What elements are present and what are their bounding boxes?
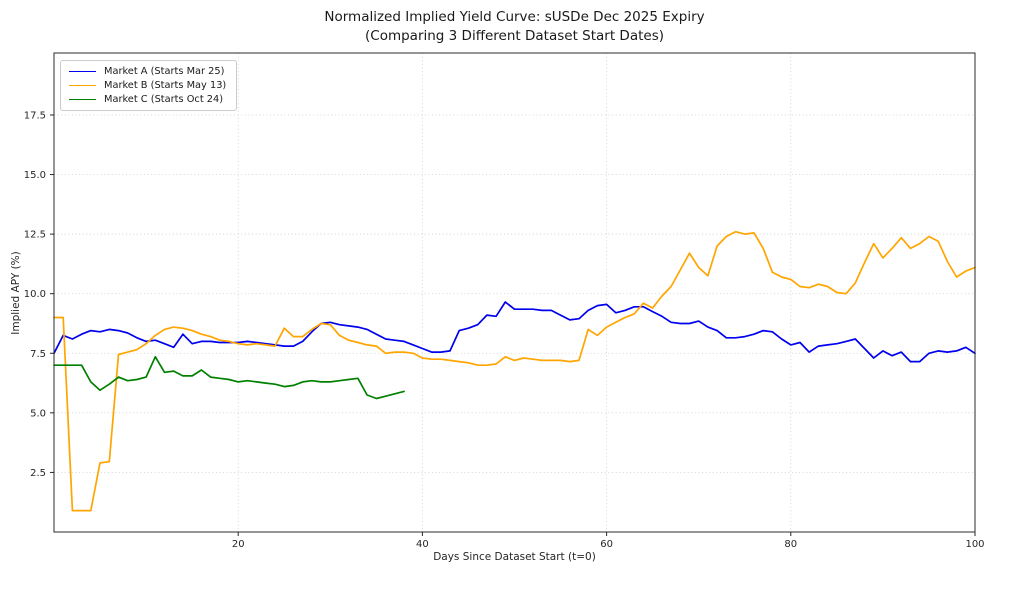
series-line-c [53, 355, 405, 400]
chart-title-line1: Normalized Implied Yield Curve: sUSDe De… [324, 9, 705, 25]
x-axis-label: Days Since Dataset Start (t=0) [433, 551, 596, 563]
tick-layer [50, 114, 976, 536]
legend-label-1: Market B (Starts May 13) [104, 80, 227, 91]
series-layer [53, 230, 976, 512]
tick-label-x-80: 80 [784, 539, 797, 550]
tick-label-y-5: 5.0 [30, 408, 46, 419]
legend-item-2: Market C (Starts Oct 24) [69, 94, 226, 105]
tick-label-y-17.5: 17.5 [24, 110, 46, 121]
legend-line-sample-0 [69, 71, 96, 72]
legend-label-2: Market C (Starts Oct 24) [104, 94, 224, 105]
legend: Market A (Starts Mar 25) Market B (Starts… [60, 60, 238, 111]
plot-border [53, 52, 976, 533]
tick-label-y-10: 10.0 [24, 289, 46, 300]
legend-label-0: Market A (Starts Mar 25) [104, 66, 225, 77]
tick-label-x-20: 20 [232, 539, 245, 550]
chart-title: Normalized Implied Yield Curve: sUSDe De… [54, 8, 975, 45]
chart-title-line2: (Comparing 3 Different Dataset Start Dat… [365, 27, 664, 44]
legend-line-sample-2 [69, 99, 96, 100]
tick-label-x-40: 40 [416, 539, 429, 550]
y-axis-label: Implied APY (%) [10, 251, 22, 335]
tick-label-y-2.5: 2.5 [30, 468, 46, 479]
tick-label-y-15: 15.0 [24, 170, 46, 181]
tick-label-layer: 20 40 60 80 100 2.5 5.0 7.5 10.0 12.5 15.0 17.5 [24, 110, 985, 550]
grid-layer [54, 53, 976, 532]
legend-item-1: Market B (Starts May 13) [69, 80, 226, 91]
tick-label-y-7.5: 7.5 [30, 349, 46, 360]
series-line-b [53, 230, 976, 512]
series-line-a [53, 301, 976, 363]
tick-label-y-12.5: 12.5 [24, 230, 46, 241]
legend-line-sample-1 [69, 85, 96, 86]
tick-label-x-60: 60 [600, 539, 613, 550]
tick-label-x-100: 100 [965, 539, 984, 550]
legend-item-0: Market A (Starts Mar 25) [69, 66, 226, 77]
